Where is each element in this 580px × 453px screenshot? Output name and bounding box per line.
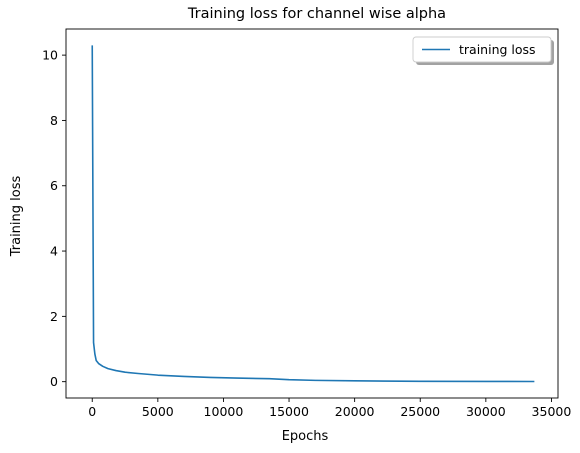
legend-label: training loss [459,42,536,57]
x-tick-label: 0 [88,404,96,419]
y-tick-label: 10 [42,48,58,63]
y-tick-label: 4 [50,244,58,259]
axes: 0 5000 10000 15000 20000 25000 30000 35000 0 2 4 6 8… [42,28,572,419]
legend: training loss [412,36,554,65]
x-tick-label: 30000 [466,404,506,419]
x-tick-label: 5000 [142,404,174,419]
x-tick-label: 10000 [204,404,244,419]
x-tick-label: 25000 [400,404,440,419]
chart-title: Training loss for channel wise alpha [187,6,446,22]
plot-frame [65,28,559,399]
y-tick-label: 2 [50,309,58,324]
y-tick-label: 0 [50,374,58,389]
y-tick-label: 6 [50,178,58,193]
x-tick-label: 20000 [335,404,375,419]
y-tick-label: 8 [50,113,58,128]
x-tick-label: 15000 [269,404,309,419]
legend-box [412,36,552,63]
x-tick-label: 35000 [532,404,572,419]
plot-area [91,45,535,383]
series-line-0 [91,45,535,383]
x-axis-title: Epochs [282,429,329,444]
y-axis-title: Training loss [9,176,24,258]
